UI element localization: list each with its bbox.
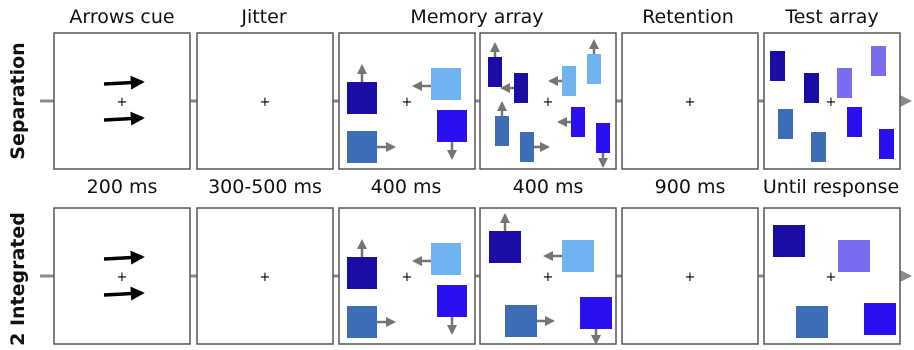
svg-text:+: + [260, 270, 271, 285]
svg-text:+: + [260, 95, 271, 110]
header-test-array: Test array [785, 6, 879, 28]
svg-text:+: + [402, 270, 413, 285]
svg-text:+: + [543, 95, 554, 110]
square-navy [347, 82, 377, 114]
header-jitter: Jitter [241, 6, 287, 28]
duration-test: Until response [762, 176, 900, 198]
duration-jitter: 300-500 ms [208, 176, 322, 198]
panel-row2-memory-1: + [338, 207, 476, 345]
panel-row1-cue: + [53, 32, 191, 170]
svg-text:+: + [826, 95, 837, 110]
svg-text:+: + [685, 270, 696, 285]
panel-row1-jitter: + [196, 32, 334, 170]
duration-retention: 900 ms [654, 176, 726, 198]
square-steel [347, 131, 377, 163]
header-arrows-cue: Arrows cue [69, 6, 175, 28]
panel-row2-cue: + [53, 207, 191, 345]
square-sky [431, 68, 461, 100]
panel-row2-memory-2: + [479, 207, 617, 345]
svg-text:+: + [117, 270, 128, 285]
svg-text:+: + [402, 95, 413, 110]
svg-text:+: + [826, 270, 837, 285]
panel-row2-retention: + [621, 207, 759, 345]
duration-cue: 200 ms [86, 176, 158, 198]
header-retention: Retention [642, 6, 734, 28]
svg-text:+: + [117, 95, 128, 110]
duration-memory-1: 400 ms [370, 176, 442, 198]
panel-row1-memory-2: + [479, 32, 617, 170]
svg-text:+: + [543, 270, 554, 285]
svg-text:+: + [685, 95, 696, 110]
panel-row2-jitter: + [196, 207, 334, 345]
panel-row1-memory-1: + [338, 32, 476, 170]
panel-row1-test: + [763, 32, 901, 170]
panel-row2-test: + [763, 207, 901, 345]
duration-memory-2: 400 ms [512, 176, 584, 198]
header-memory-array: Memory array [410, 6, 544, 28]
panel-row1-retention: + [621, 32, 759, 170]
square-blue [437, 110, 467, 142]
